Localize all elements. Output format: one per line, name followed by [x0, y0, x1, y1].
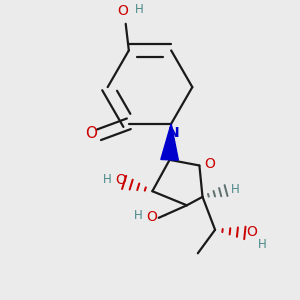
Text: N: N [168, 126, 179, 140]
Text: O: O [146, 210, 157, 224]
Text: H: H [134, 209, 143, 223]
Text: -: - [162, 210, 167, 224]
Text: H: H [257, 238, 266, 250]
Text: O: O [246, 225, 257, 239]
Text: H: H [231, 183, 239, 196]
Text: O: O [85, 126, 97, 141]
Text: H: H [103, 173, 112, 186]
Text: H: H [135, 3, 144, 16]
Text: O: O [115, 173, 126, 187]
Text: O: O [204, 157, 215, 171]
Text: O: O [117, 4, 128, 18]
Polygon shape [161, 124, 178, 160]
